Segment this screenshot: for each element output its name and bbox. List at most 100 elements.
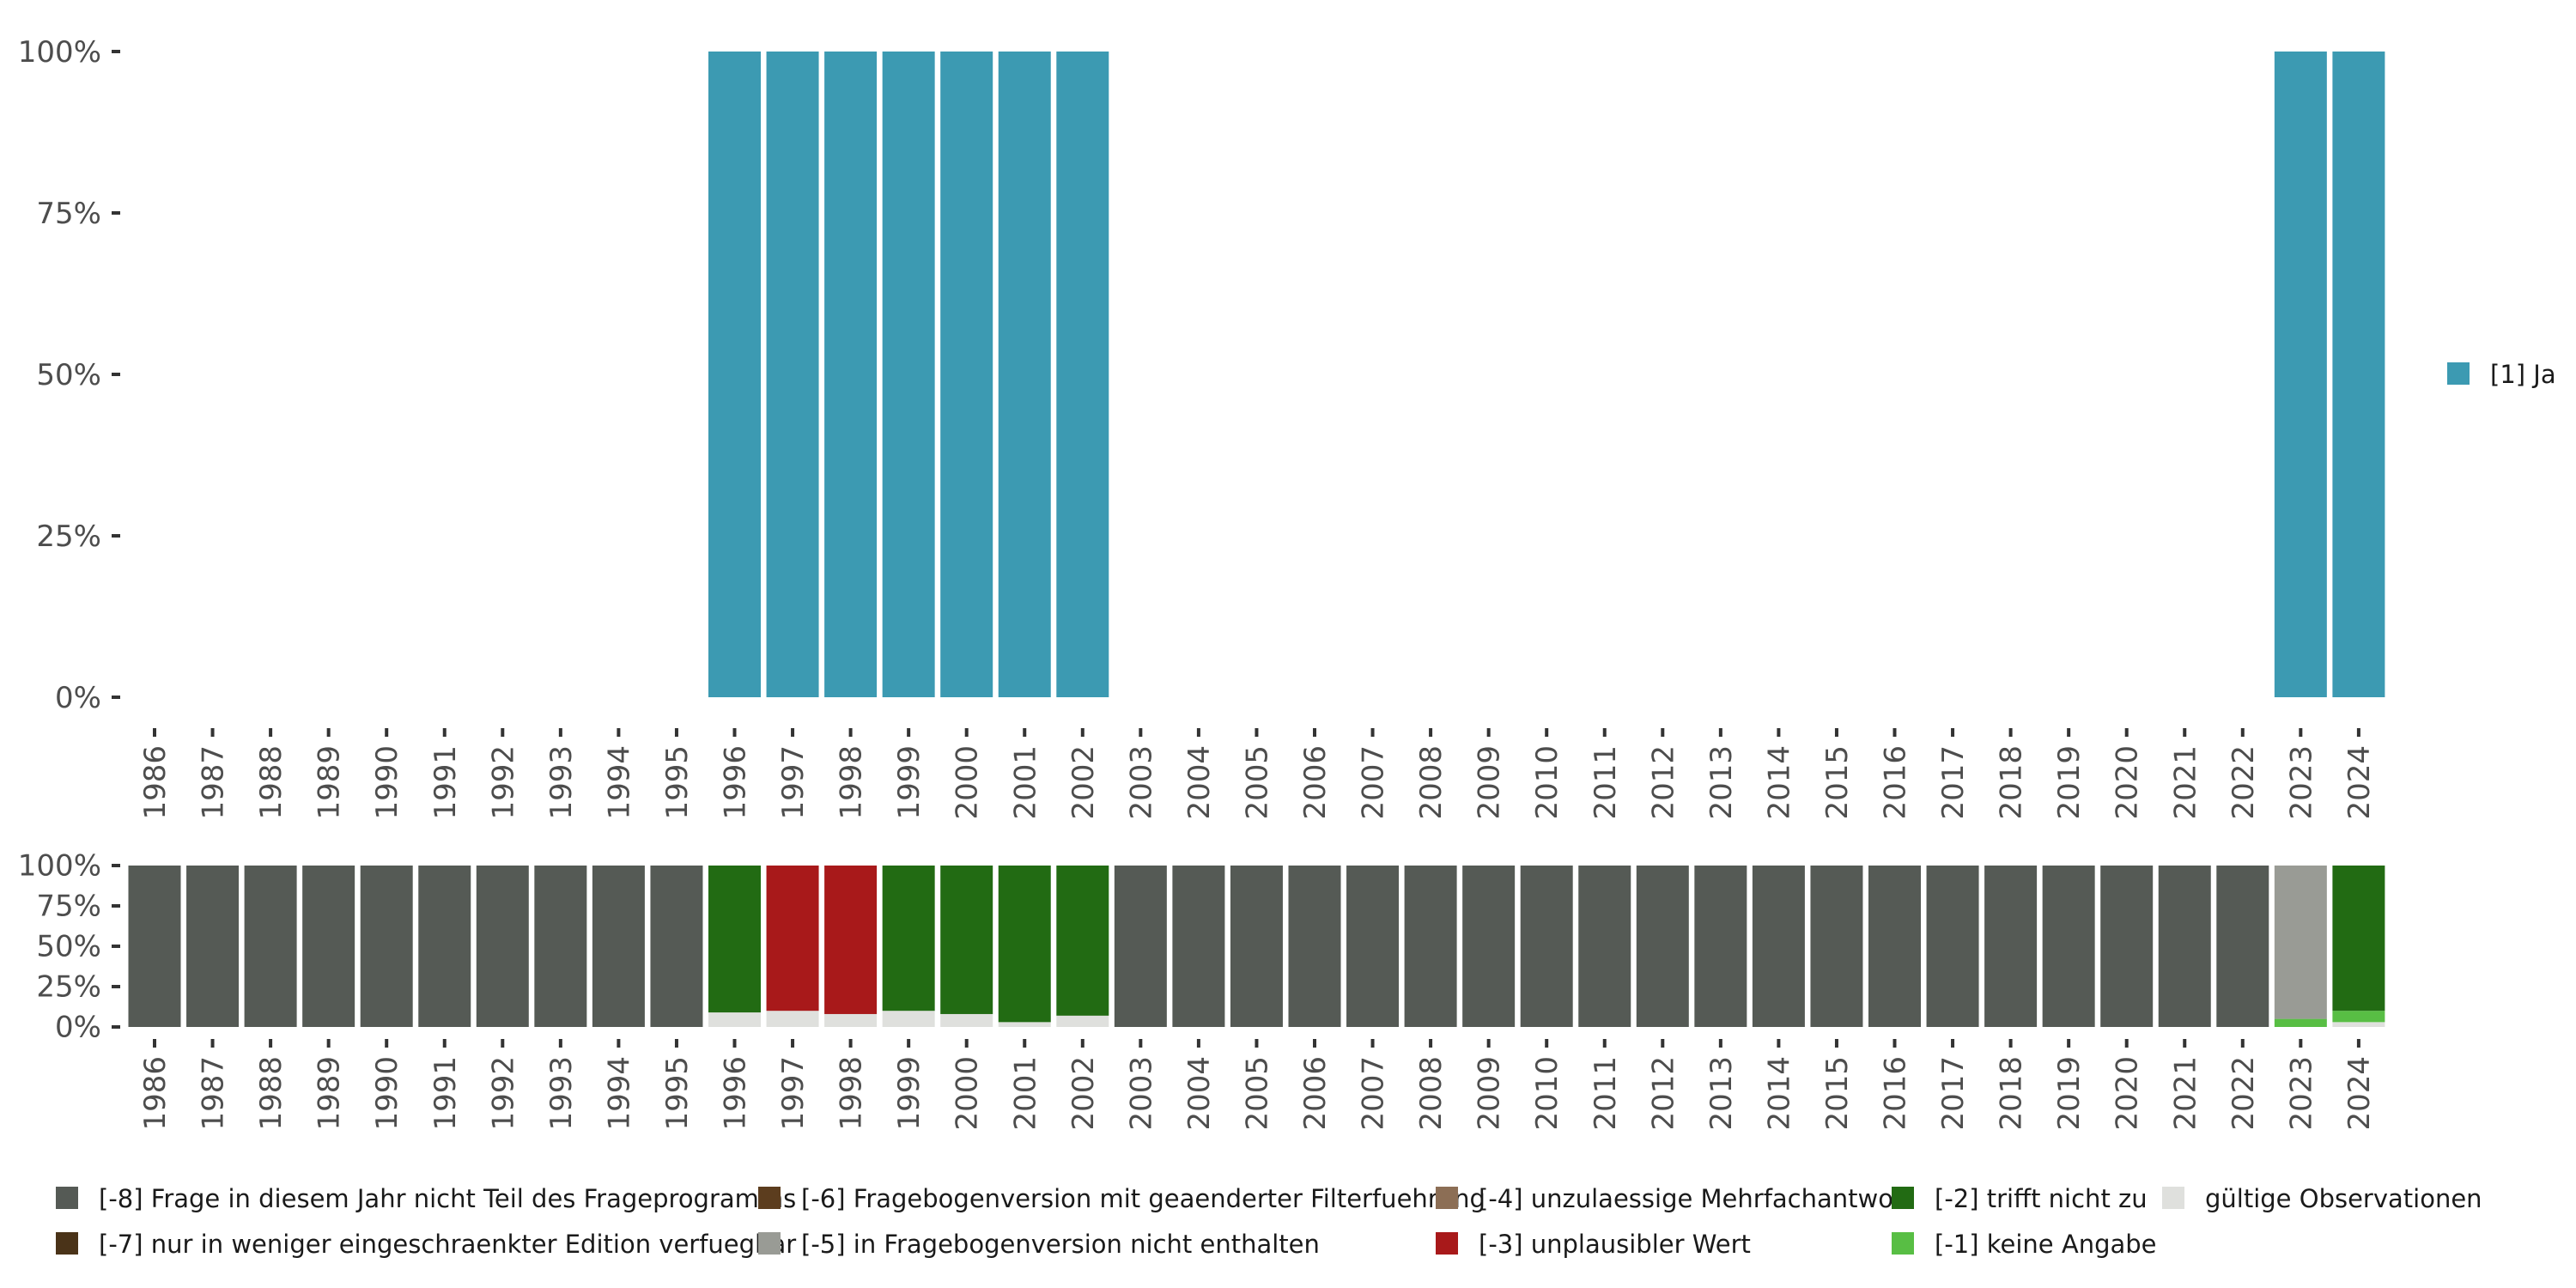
bottom-bar-2013-m8	[1694, 866, 1747, 1027]
bottom-bar-2000-valid	[940, 1013, 993, 1027]
legend-label-m8: [-8] Frage in diesem Jahr nicht Teil des…	[99, 1184, 796, 1213]
bottom-x-tick-label: 2010	[1530, 1056, 1564, 1131]
bottom-x-tick-label: 1998	[835, 1056, 869, 1131]
top-x-tick-label: 2020	[2111, 745, 2145, 820]
bottom-bar-1986-m8	[128, 866, 181, 1027]
bottom-bar-1996-valid	[708, 1012, 761, 1027]
legend-swatch-m3	[1436, 1232, 1458, 1255]
bottom-bar-2004-m8	[1172, 866, 1225, 1027]
top-x-tick-label: 2007	[1357, 745, 1391, 820]
top-x-tick-label: 1993	[544, 745, 579, 820]
legend-swatch-m8	[56, 1187, 78, 1209]
top-y-tick-label: 75%	[36, 197, 101, 231]
top-x-tick-label: 1997	[776, 745, 811, 820]
bottom-bar-1989-m8	[302, 866, 355, 1027]
bottom-bar-2012-m8	[1636, 866, 1689, 1027]
bottom-x-tick-label: 2009	[1473, 1056, 1507, 1131]
top-x-tick-label: 2015	[1820, 745, 1855, 820]
bottom-x-tick-label: 2003	[1124, 1056, 1158, 1131]
top-bar-2002-ja	[1056, 52, 1109, 697]
bottom-y-tick-label: 100%	[18, 849, 101, 884]
top-x-tick-label: 2003	[1124, 745, 1158, 820]
bottom-bar-2011-m8	[1578, 866, 1631, 1027]
top-x-tick-label: 1998	[835, 745, 869, 820]
bottom-x-tick-label: 1993	[544, 1056, 579, 1131]
bottom-x-tick-label: 2012	[1646, 1056, 1680, 1131]
bottom-x-tick-label: 1992	[486, 1056, 520, 1131]
top-x-tick-label: 2022	[2227, 745, 2261, 820]
top-plot: 0% 25% 50% 75% 100% 1986 1987 1988 1989 1990 1991 1…	[18, 35, 2385, 820]
legend-label-m5: [-5] in Fragebogenversion nicht enthalte…	[801, 1230, 1320, 1259]
bottom-y-tick-label: 0%	[55, 1011, 101, 1045]
bottom-y-tick-label: 75%	[36, 890, 101, 924]
top-legend: [1] Ja	[2447, 360, 2556, 389]
bottom-bar-2024-m1	[2332, 1011, 2385, 1023]
legend-swatch-m5	[758, 1232, 781, 1255]
top-x-tick-label: 2023	[2284, 745, 2318, 820]
bottom-x-tick-label: 1995	[660, 1056, 695, 1131]
bottom-bar-2002-valid	[1056, 1015, 1109, 1027]
bottom-bar-1999-valid	[882, 1011, 935, 1027]
top-bar-1998-ja	[824, 52, 878, 697]
bottom-x-tick-label: 1996	[719, 1056, 753, 1131]
top-x-tick-label: 2021	[2168, 745, 2202, 820]
top-x-tick-label: 2014	[1762, 745, 1796, 820]
legend-label-m2: [-2] trifft nicht zu	[1935, 1184, 2148, 1213]
bottom-x-tick-label: 2023	[2284, 1056, 2318, 1131]
bottom-bar-2003-m8	[1114, 866, 1167, 1027]
top-bar-2024-ja	[2332, 52, 2385, 697]
bottom-x-tick-label: 2002	[1066, 1056, 1101, 1131]
bottom-bar-2001-valid	[998, 1022, 1051, 1027]
bottom-bar-1996-m2	[708, 866, 761, 1013]
bottom-bar-1997-valid	[766, 1011, 819, 1027]
legend-label-m1: [-1] keine Angabe	[1935, 1230, 2157, 1259]
bottom-bar-2023-m5	[2274, 866, 2327, 1019]
bottom-bar-1991-m8	[418, 866, 471, 1027]
top-x-tick-label: 2017	[1936, 745, 1971, 820]
bottom-x-tick-label: 1997	[776, 1056, 811, 1131]
top-x-tick-label: 1990	[370, 745, 404, 820]
top-x-tick-label: 2000	[951, 745, 985, 820]
bottom-x-tick-label: 1994	[602, 1056, 636, 1131]
bottom-x-tick-label: 2005	[1240, 1056, 1274, 1131]
legend-label-m4: [-4] unzulaessige Mehrfachantwort	[1479, 1184, 1913, 1213]
legend-label-m3: [-3] unplausibler Wert	[1479, 1230, 1751, 1259]
top-bar-1999-ja	[882, 52, 935, 697]
bottom-bar-2015-m8	[1810, 866, 1863, 1027]
legend-swatch-m2	[1892, 1187, 1914, 1209]
bottom-bar-2023-m1	[2274, 1018, 2327, 1027]
bottom-x-tick-label: 2018	[1995, 1056, 2029, 1131]
bottom-y-tick-label: 50%	[36, 930, 101, 964]
bottom-x-tick-label: 2014	[1762, 1056, 1796, 1131]
bottom-plot: 0% 25% 50% 75% 100% 1986 1987 1988 1989 1990 1991 1…	[18, 849, 2385, 1131]
bottom-bar-2001-m2	[998, 866, 1051, 1023]
bottom-bar-2016-m8	[1868, 866, 1921, 1027]
top-y-tick-label: 25%	[36, 519, 101, 554]
legend-label-m6: [-6] Fragebogenversion mit geaenderter F…	[801, 1184, 1485, 1213]
bottom-x-tick-label: 2013	[1704, 1056, 1739, 1131]
top-x-tick-label: 1986	[138, 745, 173, 820]
top-x-tick-label: 2009	[1473, 745, 1507, 820]
legend-label-ja: [1] Ja	[2490, 360, 2556, 389]
legend-swatch-m7	[56, 1232, 78, 1255]
top-x-tick-label: 1999	[892, 745, 927, 820]
top-bar-2000-ja	[940, 52, 993, 697]
top-x-tick-label: 2008	[1414, 745, 1449, 820]
top-x-tick-label: 2010	[1530, 745, 1564, 820]
bottom-x-tick-label: 2011	[1589, 1056, 1623, 1131]
top-bar-2001-ja	[998, 52, 1051, 697]
top-bar-1996-ja	[708, 52, 761, 697]
top-x-tick-label: 1988	[254, 745, 289, 820]
bottom-bar-2002-m2	[1056, 866, 1109, 1016]
bottom-bar-2010-m8	[1520, 866, 1573, 1027]
bottom-bar-1993-m8	[534, 866, 587, 1027]
legend-swatch-m1	[1892, 1232, 1914, 1255]
bottom-bar-2000-m2	[940, 866, 993, 1014]
legend-swatch-m4	[1436, 1187, 1458, 1209]
legend-swatch-ja	[2447, 362, 2470, 385]
bottom-x-tick-label: 1999	[892, 1056, 927, 1131]
bottom-x-tick-label: 1989	[313, 1056, 347, 1131]
top-x-tick-label: 2016	[1879, 745, 1913, 820]
bottom-x-tick-label: 2015	[1820, 1056, 1855, 1131]
